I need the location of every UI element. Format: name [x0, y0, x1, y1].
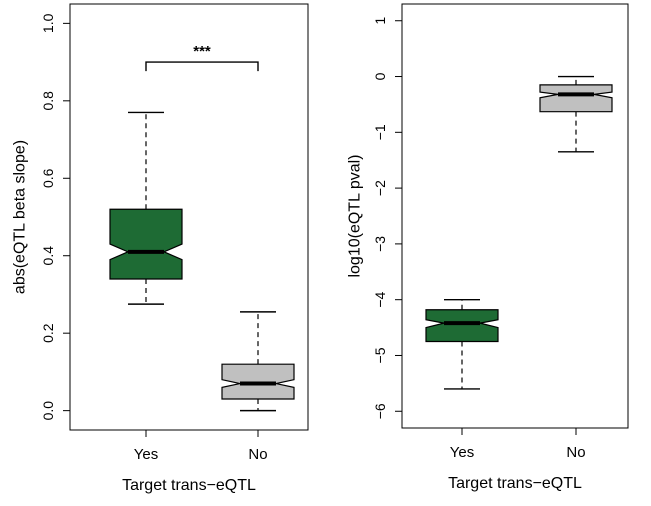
y-tick-label: 1.0: [40, 13, 56, 33]
x-axis-label: Target trans−eQTL: [122, 477, 256, 494]
y-tick-label: 0.6: [40, 168, 56, 188]
y-tick-label: 0.0: [40, 401, 56, 421]
y-tick-label: −6: [372, 403, 388, 419]
x-tick-label: Yes: [450, 444, 474, 461]
y-tick-label: 0.8: [40, 91, 56, 111]
y-tick-label: −2: [372, 180, 388, 196]
x-axis-label: Target trans−eQTL: [448, 475, 582, 492]
plot-frame: [69, 3, 309, 431]
y-axis-label: log10(eQTL pval): [347, 154, 364, 277]
box-yes: [109, 111, 183, 305]
box-body: [539, 84, 613, 113]
box-yes: [425, 298, 499, 390]
box-no: [539, 75, 613, 153]
y-tick-label: 0.2: [40, 323, 56, 343]
y-tick-label: −3: [372, 236, 388, 252]
y-tick-label: 1: [372, 17, 388, 25]
x-tick-label: No: [248, 446, 267, 463]
box-body: [425, 309, 499, 343]
y-tick-label: −5: [372, 347, 388, 363]
x-tick-label: Yes: [134, 446, 158, 463]
y-axis-label: abs(eQTL beta slope): [12, 140, 29, 294]
x-tick-label: No: [566, 444, 585, 461]
significance-label: ***: [193, 43, 211, 60]
y-tick-label: −4: [372, 291, 388, 307]
y-tick-label: 0: [372, 72, 388, 80]
chart-panel-2: −6 −5 −4 −3 −2 −1 0 1 log10(eQTL pval) Yes No Targe…: [347, 3, 629, 492]
y-tick-label: 0.4: [40, 246, 56, 266]
box-no: [221, 311, 295, 412]
box-body: [109, 208, 183, 280]
chart-panel-1: 0.0 0.2 0.4 0.6 0.8 1.0 abs(eQTL beta slope) Ye…: [12, 3, 309, 494]
significance-bracket: [145, 61, 259, 72]
plot-frame: [401, 3, 629, 429]
y-tick-label: −1: [372, 124, 388, 140]
